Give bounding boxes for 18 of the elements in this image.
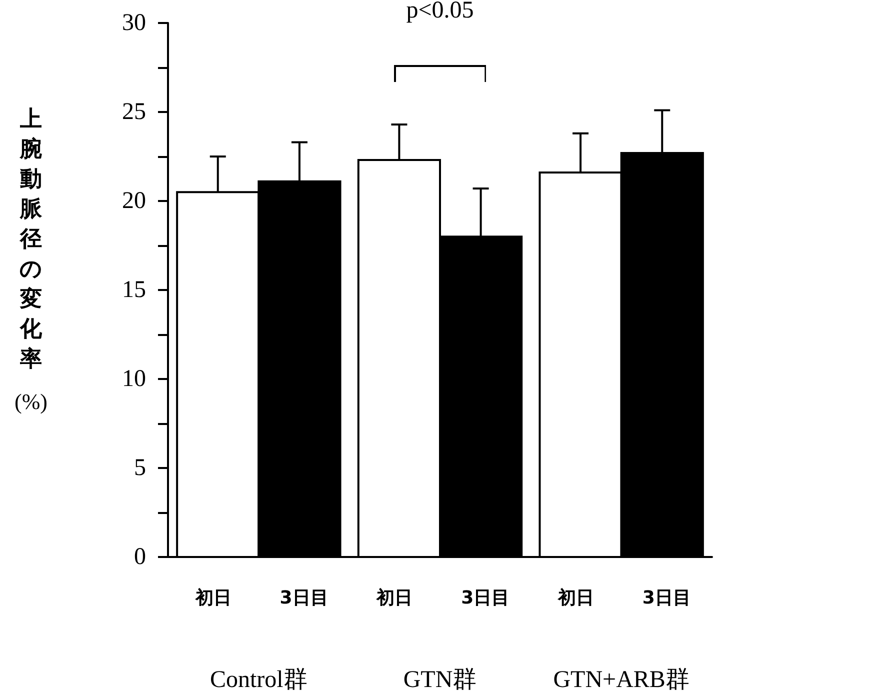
annotation: p<0.05 (406, 0, 474, 24)
y-tick-label: 30 (122, 10, 146, 36)
text: 上腕動脈径の変化率 (%) (14, 107, 48, 414)
x-tick-label: 3日目 (461, 588, 510, 608)
y-tick-label: 10 (122, 366, 146, 392)
y-tick-label: 0 (134, 544, 146, 570)
y-tick-label: 15 (122, 277, 146, 303)
x-tick-label: 初日 (376, 588, 413, 608)
y-tick-label: 25 (122, 99, 146, 125)
y-tick-label: 5 (134, 455, 146, 481)
text: Control群 (210, 667, 308, 693)
x-tick-label: 初日 (557, 588, 594, 608)
text: GTN+ARB群 (553, 667, 690, 693)
x-tick-label: 3日目 (642, 588, 691, 608)
y-tick-label: 20 (122, 188, 146, 214)
x-tick-label: 初日 (194, 588, 232, 608)
text: GTN群 (403, 667, 477, 693)
x-tick-label: 3日目 (280, 588, 328, 608)
